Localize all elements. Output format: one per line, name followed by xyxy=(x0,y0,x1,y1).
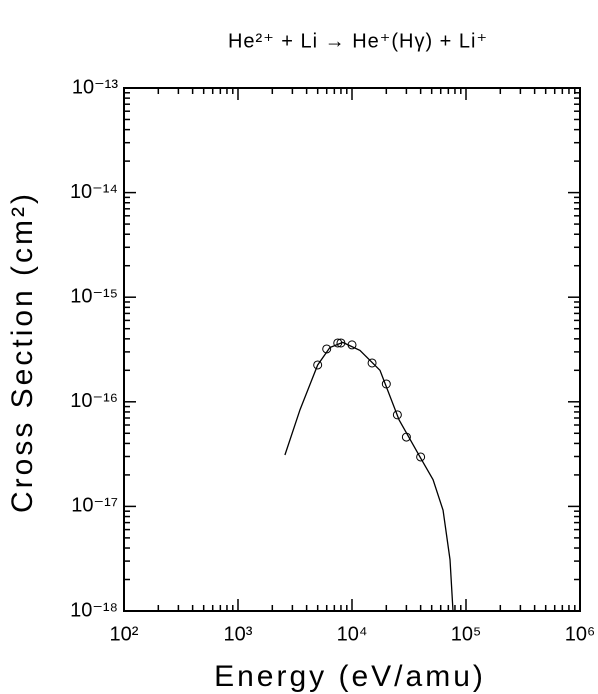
data-point xyxy=(347,340,357,350)
y-tick-label: 10⁻¹³ xyxy=(72,76,118,98)
x-tick-label: 10⁶ xyxy=(565,623,595,645)
data-point xyxy=(367,358,377,368)
data-point xyxy=(401,432,411,442)
plot-frame xyxy=(123,87,581,612)
y-tick-label: 10⁻¹⁷ xyxy=(71,495,118,517)
x-tick-label: 10⁴ xyxy=(337,623,368,645)
y-tick-label: 10⁻¹⁵ xyxy=(70,285,118,307)
x-tick-label: 10³ xyxy=(224,623,253,645)
data-point xyxy=(313,360,323,370)
data-point xyxy=(333,338,343,348)
data-point xyxy=(322,344,332,354)
data-point xyxy=(392,410,402,420)
data-point xyxy=(381,379,391,389)
x-tick-label: 10⁵ xyxy=(451,623,482,645)
chart-title: He²⁺ + Li → He⁺(Hγ) + Li⁺ xyxy=(228,30,488,52)
y-tick-label: 10⁻¹⁴ xyxy=(70,181,118,203)
data-point xyxy=(416,452,426,462)
fit-line xyxy=(284,341,454,612)
data-point xyxy=(336,338,346,348)
x-tick-label: 10² xyxy=(110,623,139,645)
x-axis-label: Energy (eV/amu) xyxy=(214,660,486,693)
y-axis-label: Cross Section (cm²) xyxy=(6,191,39,513)
y-tick-label: 10⁻¹⁸ xyxy=(70,599,118,621)
y-tick-label: 10⁻¹⁶ xyxy=(70,390,118,412)
